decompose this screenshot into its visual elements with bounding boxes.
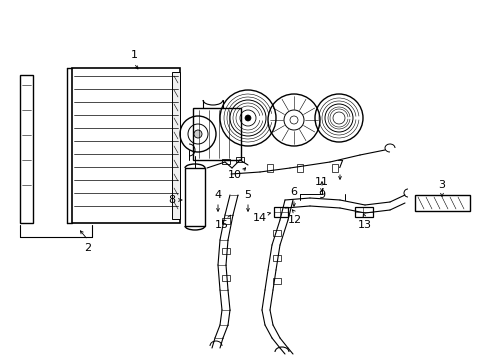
Text: 1: 1	[130, 50, 137, 60]
Bar	[193, 108, 241, 160]
Bar	[222, 275, 229, 281]
Bar	[273, 207, 287, 217]
Text: 6: 6	[290, 187, 297, 197]
Text: 4: 4	[214, 190, 221, 200]
Bar	[272, 230, 281, 236]
Circle shape	[244, 115, 250, 121]
Bar	[272, 278, 281, 284]
Text: 5: 5	[244, 190, 251, 200]
Text: 2: 2	[84, 243, 91, 253]
Bar	[172, 72, 180, 219]
Text: 12: 12	[287, 215, 302, 225]
Text: 7: 7	[336, 160, 343, 170]
Bar	[222, 218, 229, 224]
Text: 8: 8	[168, 195, 175, 205]
Bar	[296, 164, 303, 172]
Text: 9: 9	[318, 190, 325, 200]
Bar	[414, 195, 469, 211]
Bar	[222, 248, 229, 254]
Bar	[331, 164, 337, 172]
Bar	[236, 157, 244, 162]
Bar	[266, 164, 272, 172]
Text: 3: 3	[438, 180, 445, 190]
Bar	[272, 255, 281, 261]
Text: 14: 14	[252, 213, 266, 223]
Bar	[72, 68, 180, 223]
Bar	[184, 168, 204, 226]
Bar	[354, 207, 372, 217]
Bar	[222, 159, 229, 164]
Text: 15: 15	[215, 220, 228, 230]
Text: 13: 13	[357, 220, 371, 230]
Bar	[20, 75, 33, 223]
Text: 10: 10	[227, 170, 242, 180]
Circle shape	[194, 130, 202, 138]
Text: 11: 11	[314, 177, 328, 187]
